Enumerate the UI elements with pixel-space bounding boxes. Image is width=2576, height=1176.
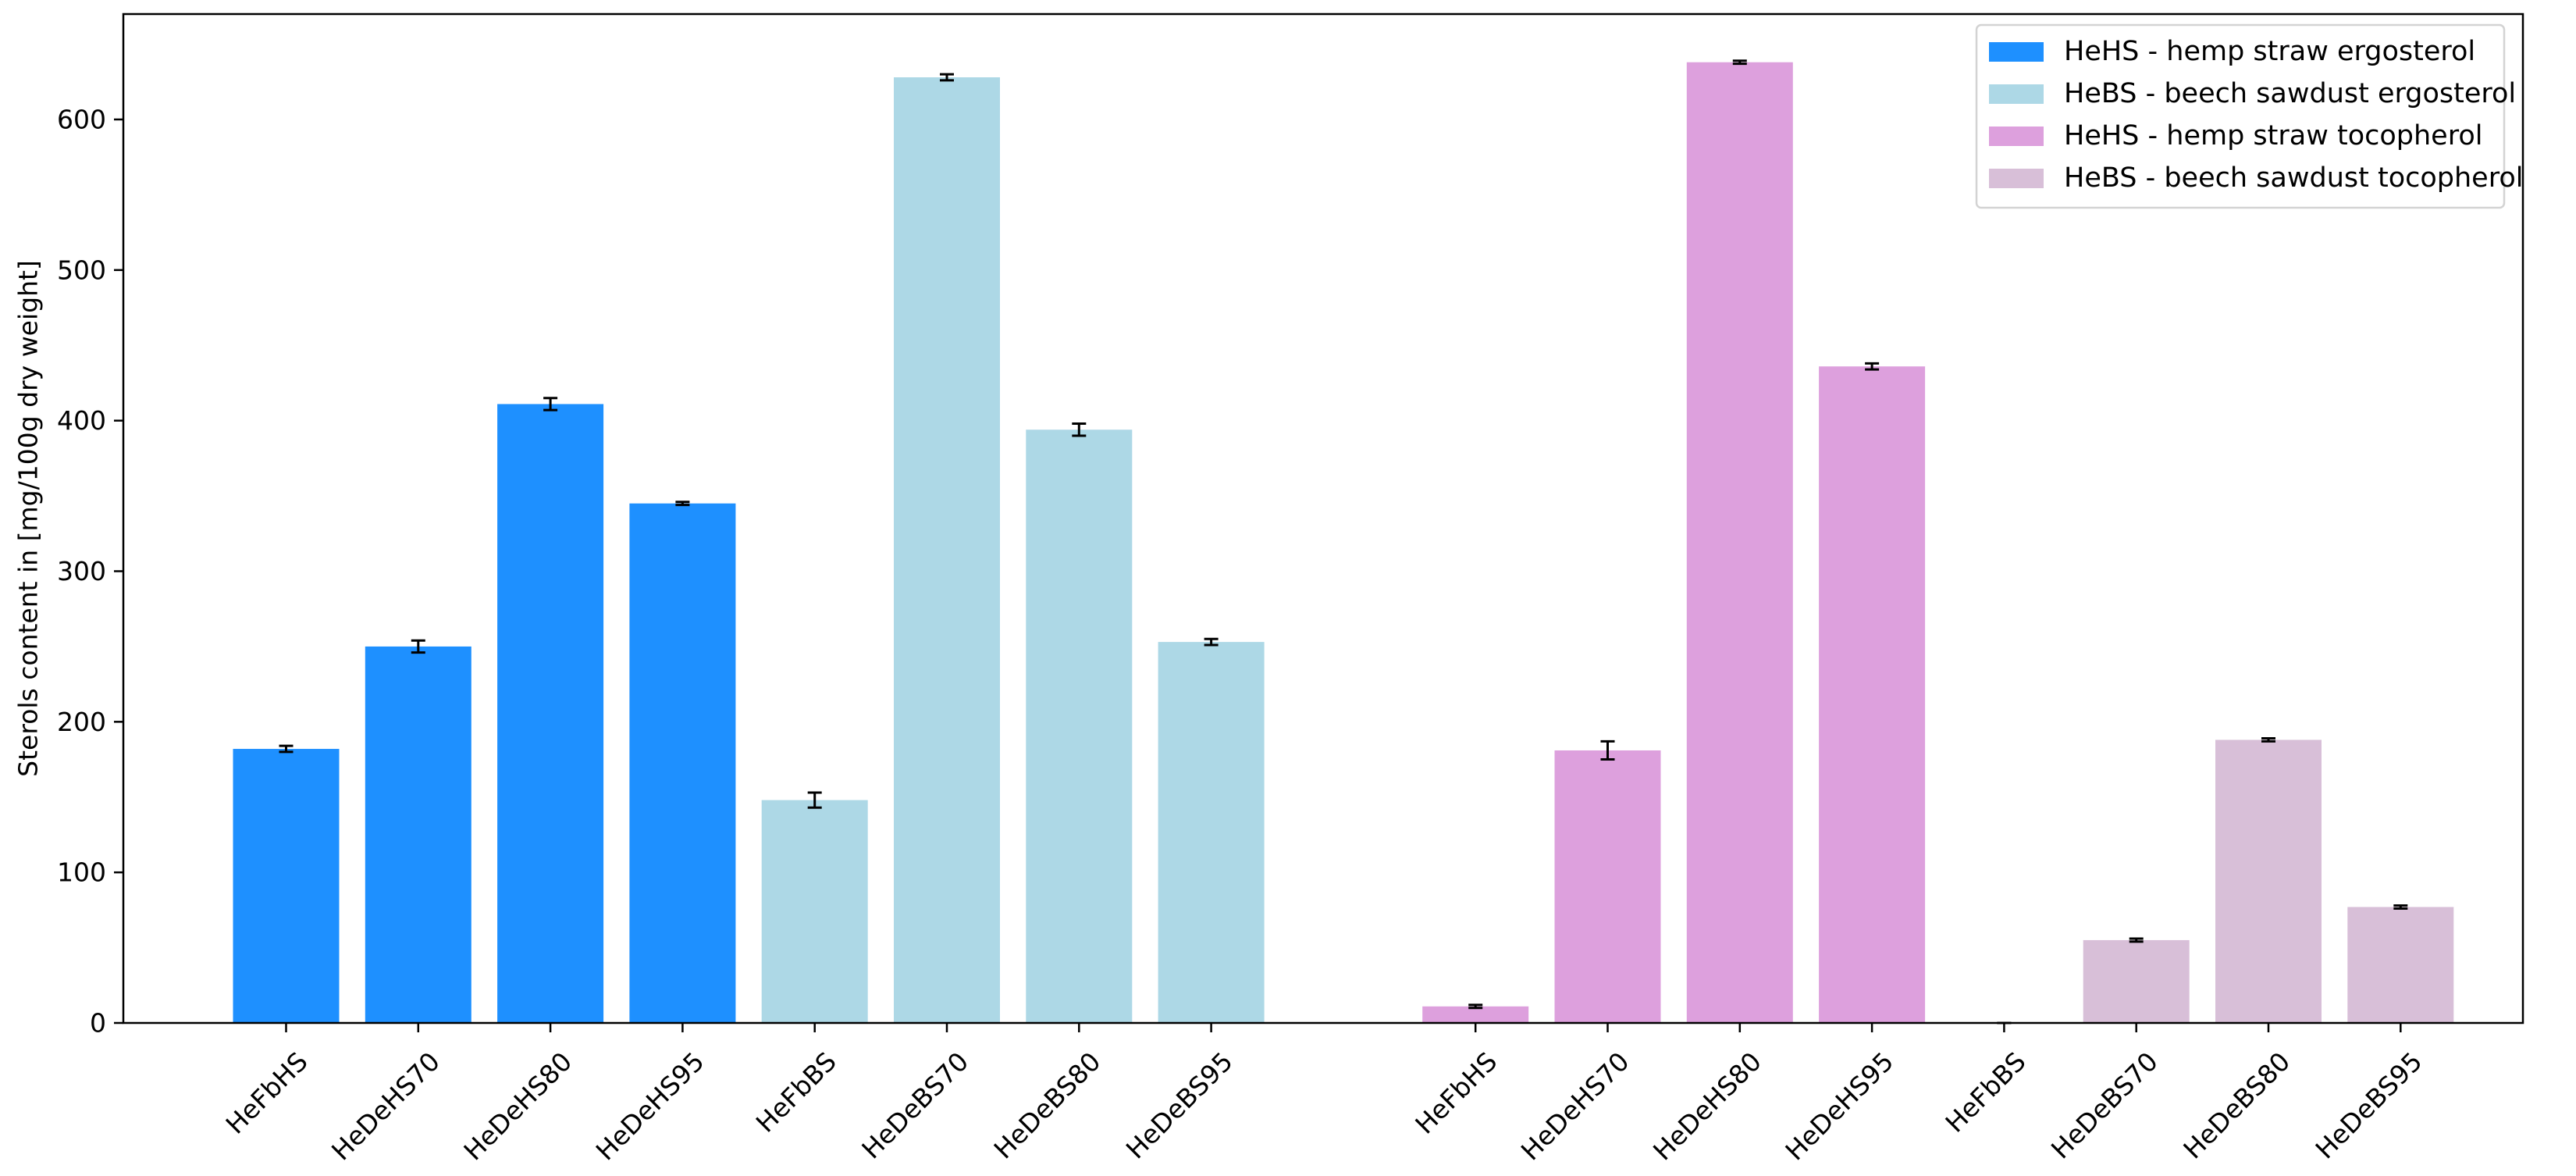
x-tick-label: HeFbBS: [750, 1046, 842, 1139]
y-tick-label: 300: [57, 556, 106, 586]
legend-label: HeBS - beech sawdust ergosterol: [2064, 78, 2516, 109]
legend-item: HeBS - beech sawdust ergosterol: [1989, 78, 2516, 109]
x-tick-label: HeDeHS80: [457, 1046, 578, 1167]
y-tick-label: 200: [57, 707, 106, 737]
plot-frame: [122, 12, 2524, 1025]
error-bar-hedehs70-s0: [411, 639, 425, 654]
legend-swatch: [1989, 42, 2044, 62]
error-bars-layer: [279, 59, 2408, 1025]
legend-swatch: [1989, 169, 2044, 188]
y-axis: 0 100 200 300 400 500 600: [57, 104, 123, 1039]
legend-swatch: [1989, 127, 2044, 146]
x-tick-label: HeDeHS95: [1779, 1046, 1899, 1167]
error-bar-hefbbs-s1: [807, 791, 822, 809]
y-tick-label: 100: [57, 857, 106, 888]
bar-hefbhs-s2: [1422, 1006, 1529, 1023]
error-bar-hedebs70-s3: [2129, 937, 2144, 943]
x-axis: HeFbHS HeDeHS70 HeDeHS80 HeDeHS95 HeFbBS HeDe…: [220, 1023, 2428, 1166]
error-bar-hedebs95-s1: [1204, 637, 1219, 647]
error-bar-hedebs70-s1: [940, 73, 954, 82]
bar-hedehs80-s2: [1686, 62, 1793, 1023]
error-bar-hedebs80-s1: [1072, 422, 1087, 437]
error-bar-hedehs95-s0: [675, 501, 690, 507]
x-tick-label: HeDeBS95: [2310, 1046, 2428, 1165]
y-tick-label: 0: [90, 1008, 106, 1039]
error-bar-hedebs80-s3: [2261, 737, 2275, 743]
x-tick-label: HeDeHS70: [326, 1046, 446, 1167]
legend-label: HeHS - hemp straw ergosterol: [2064, 36, 2475, 67]
error-bar-hedebs95-s3: [2393, 904, 2408, 910]
x-tick-label: HeFbBS: [1939, 1046, 2031, 1139]
error-bar-hedehs80-s2: [1732, 59, 1747, 66]
legend-item: HeHS - hemp straw tocopherol: [1989, 120, 2482, 151]
legend-frame: [1975, 23, 2506, 209]
x-tick-label: HeDeHS80: [1647, 1046, 1767, 1167]
bar-hedehs70-s0: [365, 646, 471, 1023]
x-tick-label: HeFbHS: [1409, 1046, 1503, 1140]
bar-hefbbs-s1: [761, 800, 868, 1023]
x-tick-label: HeDeBS95: [1120, 1046, 1239, 1165]
bar-hedebs70-s3: [2083, 939, 2190, 1023]
bar-hedebs95-s1: [1158, 642, 1265, 1023]
x-tick-label: HeDeHS70: [1515, 1046, 1635, 1167]
y-tick-label: 500: [57, 255, 106, 285]
legend-label: HeHS - hemp straw tocopherol: [2064, 120, 2482, 151]
x-tick-label: HeDeBS70: [2045, 1046, 2164, 1165]
legend-swatch: [1989, 84, 2044, 104]
x-tick-label: HeDeBS80: [2177, 1046, 2296, 1165]
bar-hedebs80-s3: [2215, 739, 2322, 1023]
error-bar-hefbhs-s0: [279, 744, 294, 754]
x-tick-label: HeDeHS95: [590, 1046, 710, 1167]
bar-hedebs70-s1: [894, 77, 1000, 1023]
bar-hedehs95-s0: [629, 503, 736, 1023]
bars-layer: [233, 62, 2454, 1023]
bar-hedebs80-s1: [1026, 429, 1133, 1023]
x-tick-label: HeDeBS70: [856, 1046, 974, 1165]
bar-hedehs95-s2: [1819, 366, 1926, 1023]
error-bar-hedehs70-s2: [1600, 739, 1615, 761]
y-tick-label: 600: [57, 104, 106, 134]
bar-hedehs70-s2: [1554, 750, 1661, 1023]
legend-item: HeHS - hemp straw ergosterol: [1989, 36, 2475, 67]
legend-label: HeBS - beech sawdust tocopherol: [2064, 162, 2523, 194]
legend: HeHS - hemp straw ergosterol HeBS - beech…: [1975, 23, 2523, 209]
x-tick-label: HeFbHS: [220, 1046, 314, 1140]
bar-hedebs95-s3: [2347, 907, 2454, 1023]
bar-hefbhs-s0: [233, 749, 340, 1023]
error-bar-hedehs80-s0: [543, 397, 558, 412]
bar-hedehs80-s0: [497, 404, 604, 1023]
y-tick-label: 400: [57, 405, 106, 436]
error-bar-hefbhs-s2: [1468, 1003, 1483, 1010]
x-tick-label: HeDeBS80: [988, 1046, 1107, 1165]
error-bar-hedehs95-s2: [1865, 362, 1880, 371]
legend-item: HeBS - beech sawdust tocopherol: [1989, 162, 2523, 194]
y-axis-label: Sterols content in [mg/100g dry weight]: [13, 260, 44, 777]
